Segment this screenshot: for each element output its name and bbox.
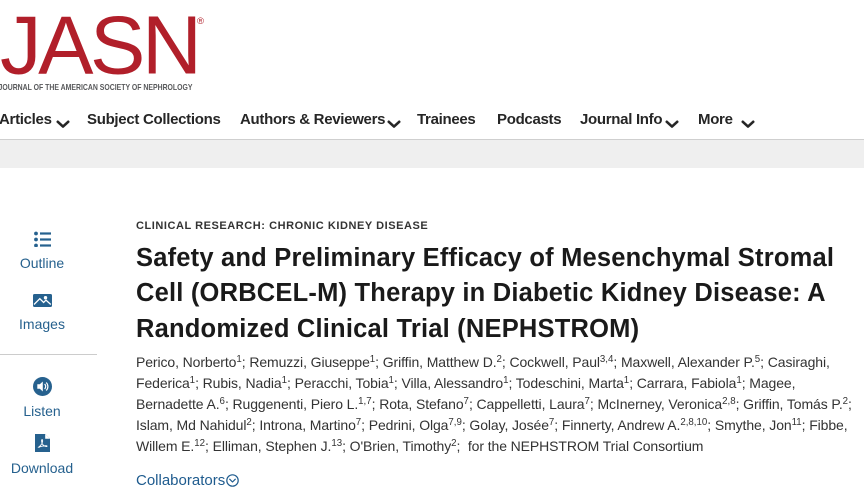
svg-text:JASN: JASN <box>0 0 199 92</box>
svg-text:®: ® <box>197 16 204 27</box>
svg-text:JOURNAL OF THE AMERICAN SOCIET: JOURNAL OF THE AMERICAN SOCIETY OF NEPHR… <box>0 83 193 92</box>
